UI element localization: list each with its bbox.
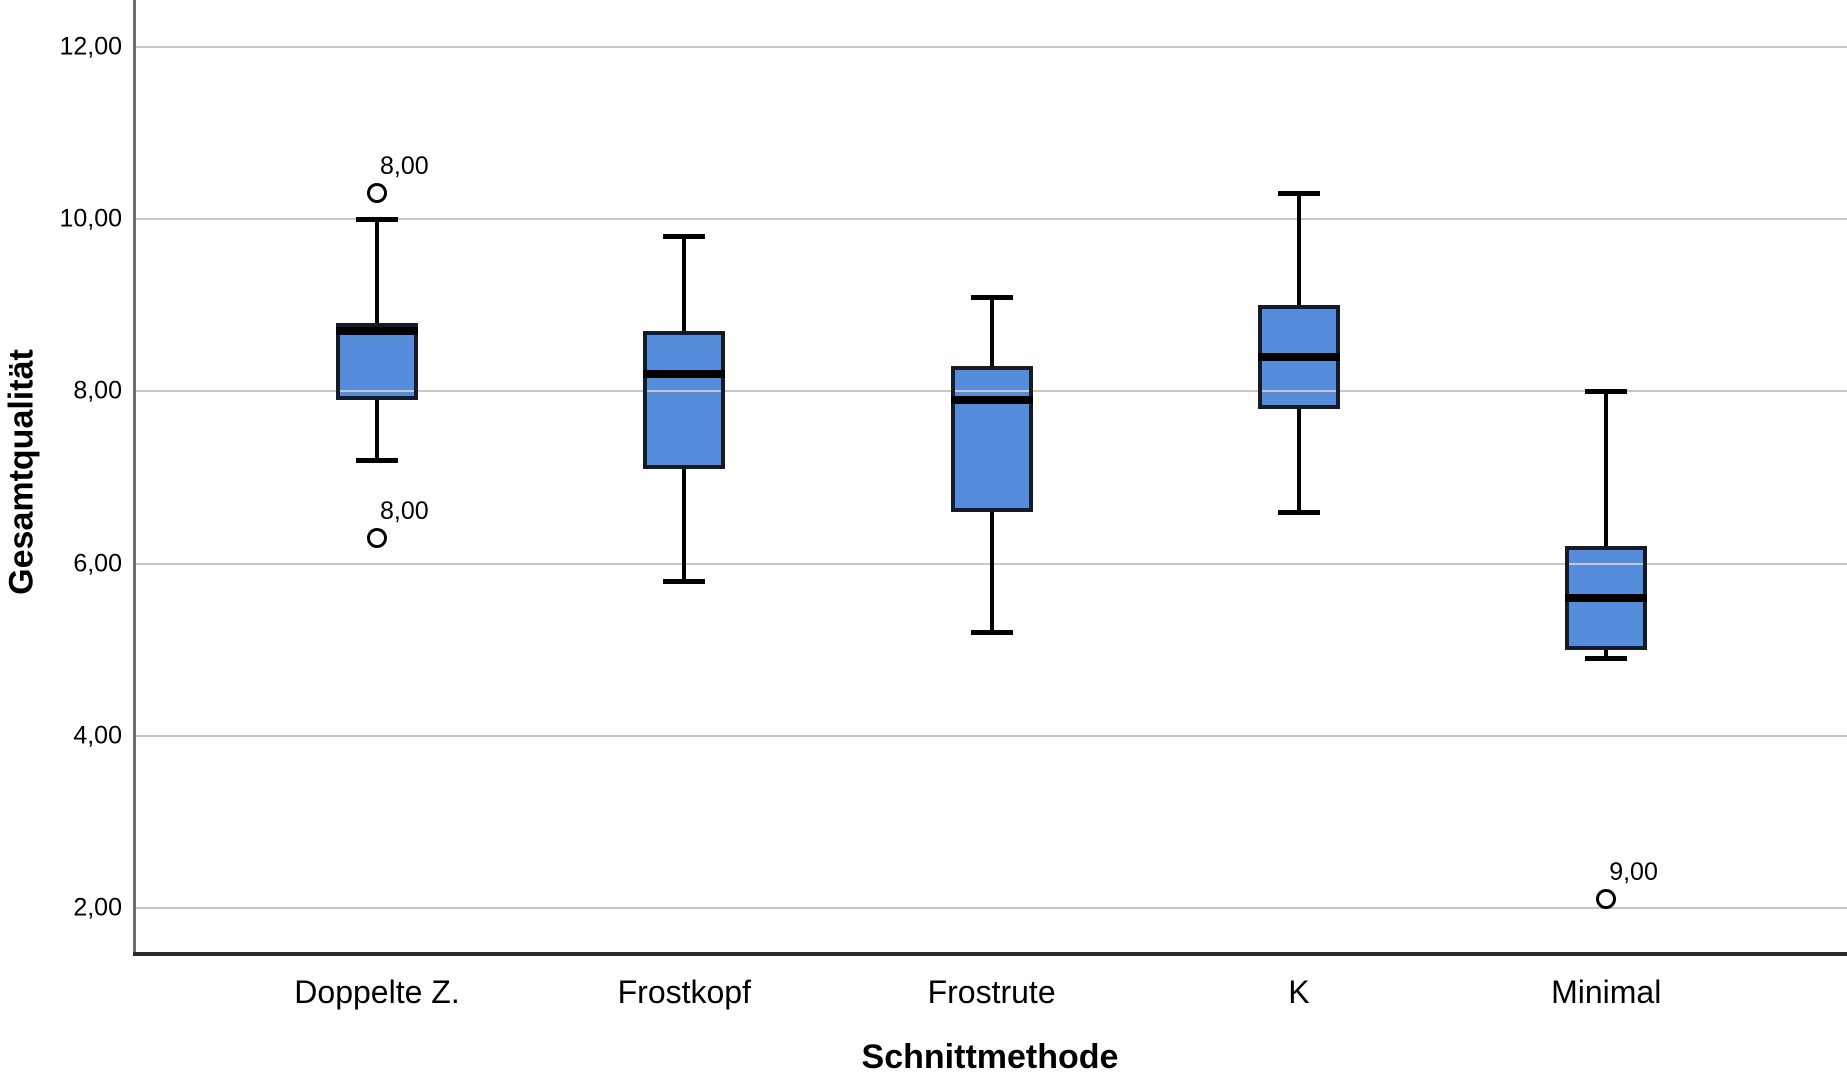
gridline xyxy=(136,734,1847,737)
upper-whisker-line xyxy=(1296,193,1301,306)
category-label: K xyxy=(1288,974,1310,1010)
category-label: Minimal xyxy=(1551,974,1662,1010)
outlier-label: 9,00 xyxy=(1609,858,1658,887)
y-axis-line xyxy=(133,0,136,956)
box xyxy=(643,331,726,469)
upper-whisker-line xyxy=(1604,391,1609,547)
lower-whisker-cap xyxy=(1277,509,1320,515)
lower-whisker-cap xyxy=(970,630,1013,636)
category-label: Frostkopf xyxy=(617,974,751,1010)
upper-whisker-line xyxy=(989,296,994,366)
median-line xyxy=(1257,352,1340,361)
gridline xyxy=(136,46,1847,48)
y-tick-label: 8,00 xyxy=(73,376,122,405)
upper-whisker-cap xyxy=(356,217,398,223)
y-tick-label: 2,00 xyxy=(73,893,122,922)
lower-whisker-line xyxy=(682,468,687,581)
outlier-point xyxy=(1596,889,1617,910)
box xyxy=(336,322,418,400)
box-fill xyxy=(950,365,1033,512)
outlier-label: 8,00 xyxy=(380,152,429,181)
outlier-point xyxy=(367,527,387,548)
box-fill xyxy=(336,322,418,400)
lower-whisker-line xyxy=(1296,408,1301,512)
lower-whisker-cap xyxy=(356,458,398,464)
y-tick-label: 10,00 xyxy=(59,204,122,233)
upper-whisker-cap xyxy=(970,294,1013,300)
x-axis-title: Schnittmethode xyxy=(861,1038,1119,1075)
lower-whisker-line xyxy=(989,511,994,633)
outlier-point xyxy=(367,183,387,204)
median-line xyxy=(1565,594,1648,603)
upper-whisker-cap xyxy=(1585,389,1628,395)
y-tick-label: 4,00 xyxy=(73,721,122,750)
category-label: Frostrute xyxy=(927,974,1056,1010)
gridline xyxy=(136,390,1847,393)
upper-whisker-cap xyxy=(1277,191,1320,197)
gridline xyxy=(136,907,1847,909)
box-fill xyxy=(643,331,726,469)
lower-whisker-line xyxy=(375,400,379,461)
lower-whisker-cap xyxy=(1585,656,1628,662)
gridline xyxy=(136,218,1847,221)
outlier-label: 8,00 xyxy=(380,496,429,525)
category-label: Doppelte Z. xyxy=(294,974,460,1010)
y-tick-label: 6,00 xyxy=(73,548,122,577)
median-line xyxy=(643,370,726,379)
box xyxy=(950,365,1033,512)
median-line xyxy=(950,396,1033,404)
x-axis-line xyxy=(133,952,1847,956)
lower-whisker-line xyxy=(1604,649,1609,659)
lower-whisker-cap xyxy=(663,578,706,584)
upper-whisker-cap xyxy=(663,234,706,240)
y-tick-label: 12,00 xyxy=(59,32,122,61)
upper-whisker-line xyxy=(682,236,687,332)
median-line xyxy=(336,327,418,336)
upper-whisker-line xyxy=(375,219,379,323)
